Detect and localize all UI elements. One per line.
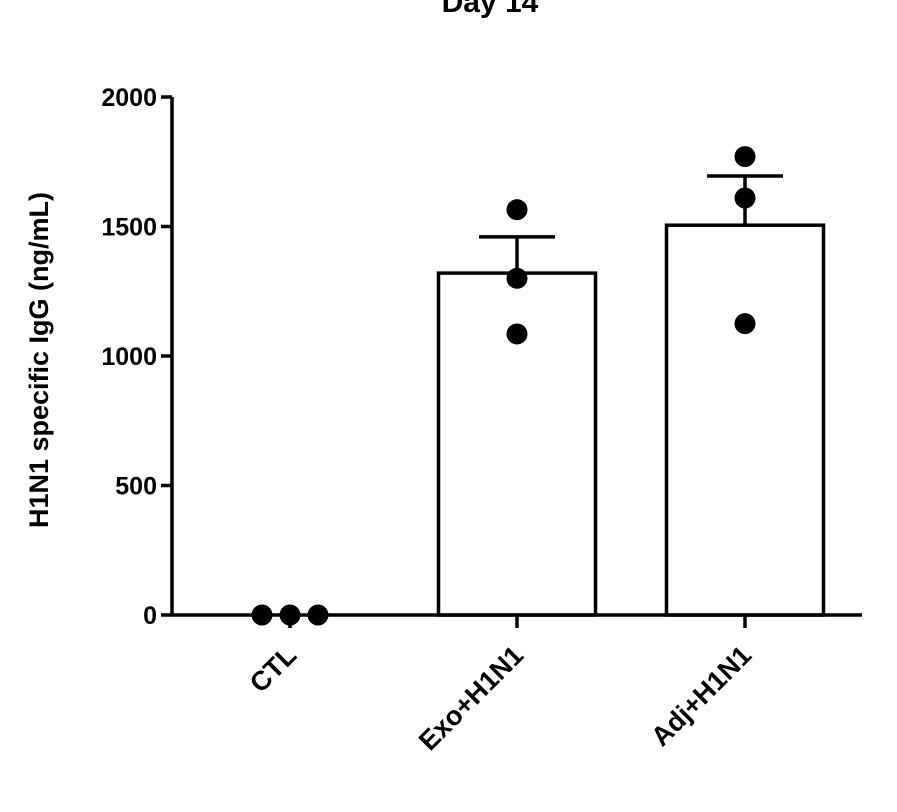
y-axis-label: H1N1 specific IgG (ng/mL) bbox=[24, 192, 54, 528]
y-tick-label: 0 bbox=[143, 602, 157, 630]
data-point bbox=[735, 146, 756, 167]
x-tick-label: CTL bbox=[244, 640, 302, 698]
y-tick-label: 1000 bbox=[101, 343, 157, 371]
y-tick-label: 1500 bbox=[101, 214, 157, 242]
x-tick-label: Exo+H1N1 bbox=[413, 640, 529, 756]
y-tick-label: 2000 bbox=[101, 84, 157, 112]
y-tick-label: 500 bbox=[115, 473, 157, 501]
data-point bbox=[735, 188, 756, 209]
data-point bbox=[507, 268, 528, 289]
data-point bbox=[507, 199, 528, 220]
bar bbox=[667, 225, 824, 615]
data-point bbox=[507, 323, 528, 344]
x-tick-label: Adj+H1N1 bbox=[645, 640, 757, 752]
bars bbox=[439, 225, 824, 615]
y-axis: 0 500 1000 1500 2000 bbox=[101, 84, 172, 630]
chart-title: Day 14 bbox=[442, 0, 539, 19]
x-axis: CTL Exo+H1N1 Adj+H1N1 bbox=[172, 615, 862, 756]
data-point bbox=[735, 313, 756, 334]
